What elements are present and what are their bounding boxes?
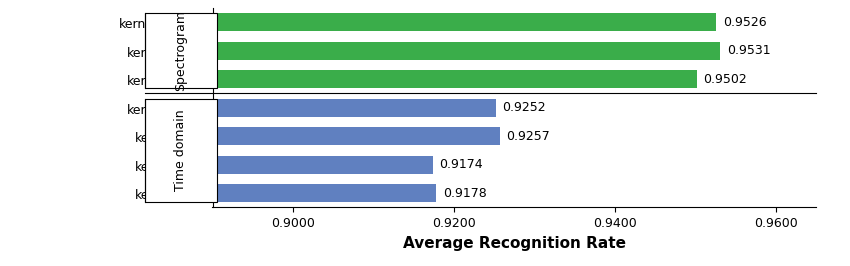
Text: Spectrogram: Spectrogram: [174, 10, 187, 91]
Text: 0.9252: 0.9252: [502, 101, 546, 114]
Bar: [212, 13, 717, 31]
Bar: [212, 70, 697, 88]
Text: 0.9502: 0.9502: [703, 73, 747, 86]
Bar: [212, 156, 433, 174]
Bar: [212, 184, 436, 202]
Bar: [212, 42, 720, 60]
X-axis label: Average Recognition Rate: Average Recognition Rate: [403, 236, 626, 251]
Text: 0.9178: 0.9178: [443, 187, 486, 200]
Text: 0.9257: 0.9257: [507, 130, 550, 143]
Text: 0.9174: 0.9174: [439, 158, 483, 171]
Bar: [212, 99, 496, 117]
Text: 0.9531: 0.9531: [727, 44, 770, 57]
Text: Time domain: Time domain: [174, 110, 187, 191]
Bar: [212, 127, 500, 145]
Text: 0.9526: 0.9526: [722, 16, 767, 29]
